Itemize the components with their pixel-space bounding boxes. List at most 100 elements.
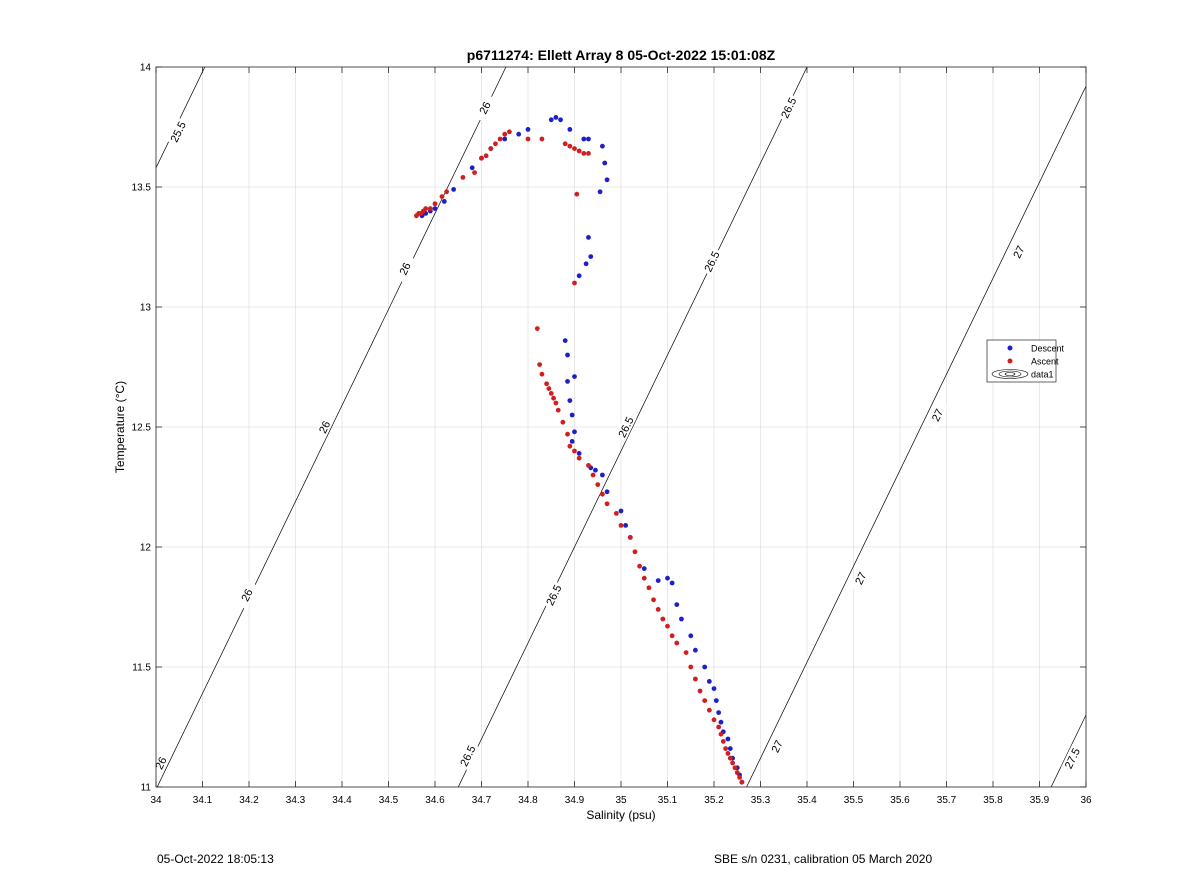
descent-point [572, 374, 577, 379]
descent-point [565, 352, 570, 358]
ascent-point [483, 153, 489, 159]
ascent-point [683, 650, 689, 655]
x-tick-label: 35.8 [983, 795, 1003, 806]
contour-label-background [456, 741, 479, 771]
descent-point [525, 126, 531, 132]
contour-label: 26 [240, 587, 256, 603]
descent-point [432, 206, 438, 212]
y-tick-label: 13.5 [132, 183, 152, 194]
ascent-point [432, 201, 438, 207]
ascent-point [720, 739, 726, 744]
x-tick-label: 35.3 [751, 795, 771, 806]
ascent-point [567, 143, 573, 149]
legend-contour-label: data1 [1031, 370, 1054, 380]
descent-point [713, 698, 719, 703]
ascent-point [537, 362, 543, 367]
descent-point [727, 746, 733, 751]
descent-point [623, 523, 629, 528]
ascent-point [502, 131, 508, 137]
descent-point [553, 115, 559, 120]
x-tick-label: 35.7 [937, 795, 957, 806]
contour-label: 27 [930, 407, 946, 423]
contour-label-background [149, 748, 172, 778]
ascent-point [479, 155, 484, 161]
descent-point [576, 451, 582, 456]
y-tick-label: 11.5 [132, 663, 151, 674]
ascent-point [551, 395, 556, 401]
descent-point [581, 136, 587, 142]
ascent-point [567, 443, 573, 449]
x-axis-label: Salinity (psu) [586, 808, 655, 822]
contour-label: 26 [153, 755, 169, 771]
ascent-point [544, 381, 549, 387]
descent-point [641, 566, 647, 571]
ascent-point [590, 472, 596, 478]
x-tick-label: 34.7 [472, 795, 492, 806]
x-tick-label: 34.3 [286, 795, 306, 806]
ascent-point [632, 549, 638, 555]
descent-point [565, 379, 570, 384]
ascent-point [576, 455, 582, 461]
y-tick-label: 12 [140, 543, 152, 554]
ascent-point [651, 597, 656, 603]
x-tick-label: 34.1 [193, 795, 213, 806]
ascent-point [665, 623, 670, 629]
contour-label-background [700, 247, 723, 276]
x-tick-label: 34.6 [425, 795, 445, 806]
legend-ascent-label: Ascent [1031, 357, 1059, 367]
descent-point [716, 710, 722, 715]
ascent-point [586, 151, 591, 156]
descent-point [558, 117, 563, 123]
descent-point [600, 472, 605, 478]
ascent-point [732, 765, 738, 771]
descent-point [725, 736, 731, 742]
contour-label-background [166, 117, 189, 147]
ascent-point [548, 391, 554, 396]
contour-label: 26 [478, 100, 494, 116]
ascent-point [572, 146, 577, 152]
descent-point [516, 131, 522, 137]
ascent-point [472, 170, 477, 176]
series-ascent [414, 129, 745, 785]
legend-contour-icon [991, 369, 1029, 379]
descent-point [569, 439, 575, 444]
ascent-point [560, 419, 566, 425]
x-tick-label: 34.8 [518, 795, 538, 806]
y-tick-label: 14 [140, 63, 152, 74]
descent-point [604, 177, 610, 183]
legend-box [986, 339, 1057, 383]
y-tick-label: 13 [140, 303, 152, 314]
ascent-point [572, 448, 577, 454]
ascent-point [706, 707, 712, 713]
descent-point [576, 273, 582, 279]
ascent-point [539, 371, 545, 377]
descent-point [586, 136, 591, 142]
footer-calibration: SBE s/n 0231, calibration 05 March 2020 [714, 852, 933, 866]
ascent-point [739, 779, 745, 785]
ascent-point [427, 206, 433, 212]
ascent-point [688, 664, 694, 670]
ascent-point [641, 575, 647, 581]
contour-label-background [393, 254, 416, 283]
ascent-point [507, 129, 512, 135]
ascent-point [600, 491, 605, 497]
contour-label-background [473, 93, 496, 123]
ascent-point [725, 751, 731, 756]
contour-label-background [765, 731, 788, 761]
descent-point [600, 143, 605, 149]
ascent-point [697, 688, 703, 694]
ascent-point [439, 194, 445, 200]
ascent-point [488, 146, 494, 152]
contour-label-background [235, 580, 258, 610]
ascent-point [655, 607, 661, 612]
ascent-point [525, 136, 531, 142]
data-series [414, 115, 745, 785]
contour-label-background [542, 580, 565, 610]
descent-point [451, 187, 456, 192]
ascent-point [572, 280, 577, 286]
ascent-point [737, 775, 742, 780]
descent-point [502, 136, 508, 142]
x-tick-label: 34.9 [565, 795, 585, 806]
descent-point [718, 719, 724, 725]
contour-label-background [777, 93, 800, 123]
